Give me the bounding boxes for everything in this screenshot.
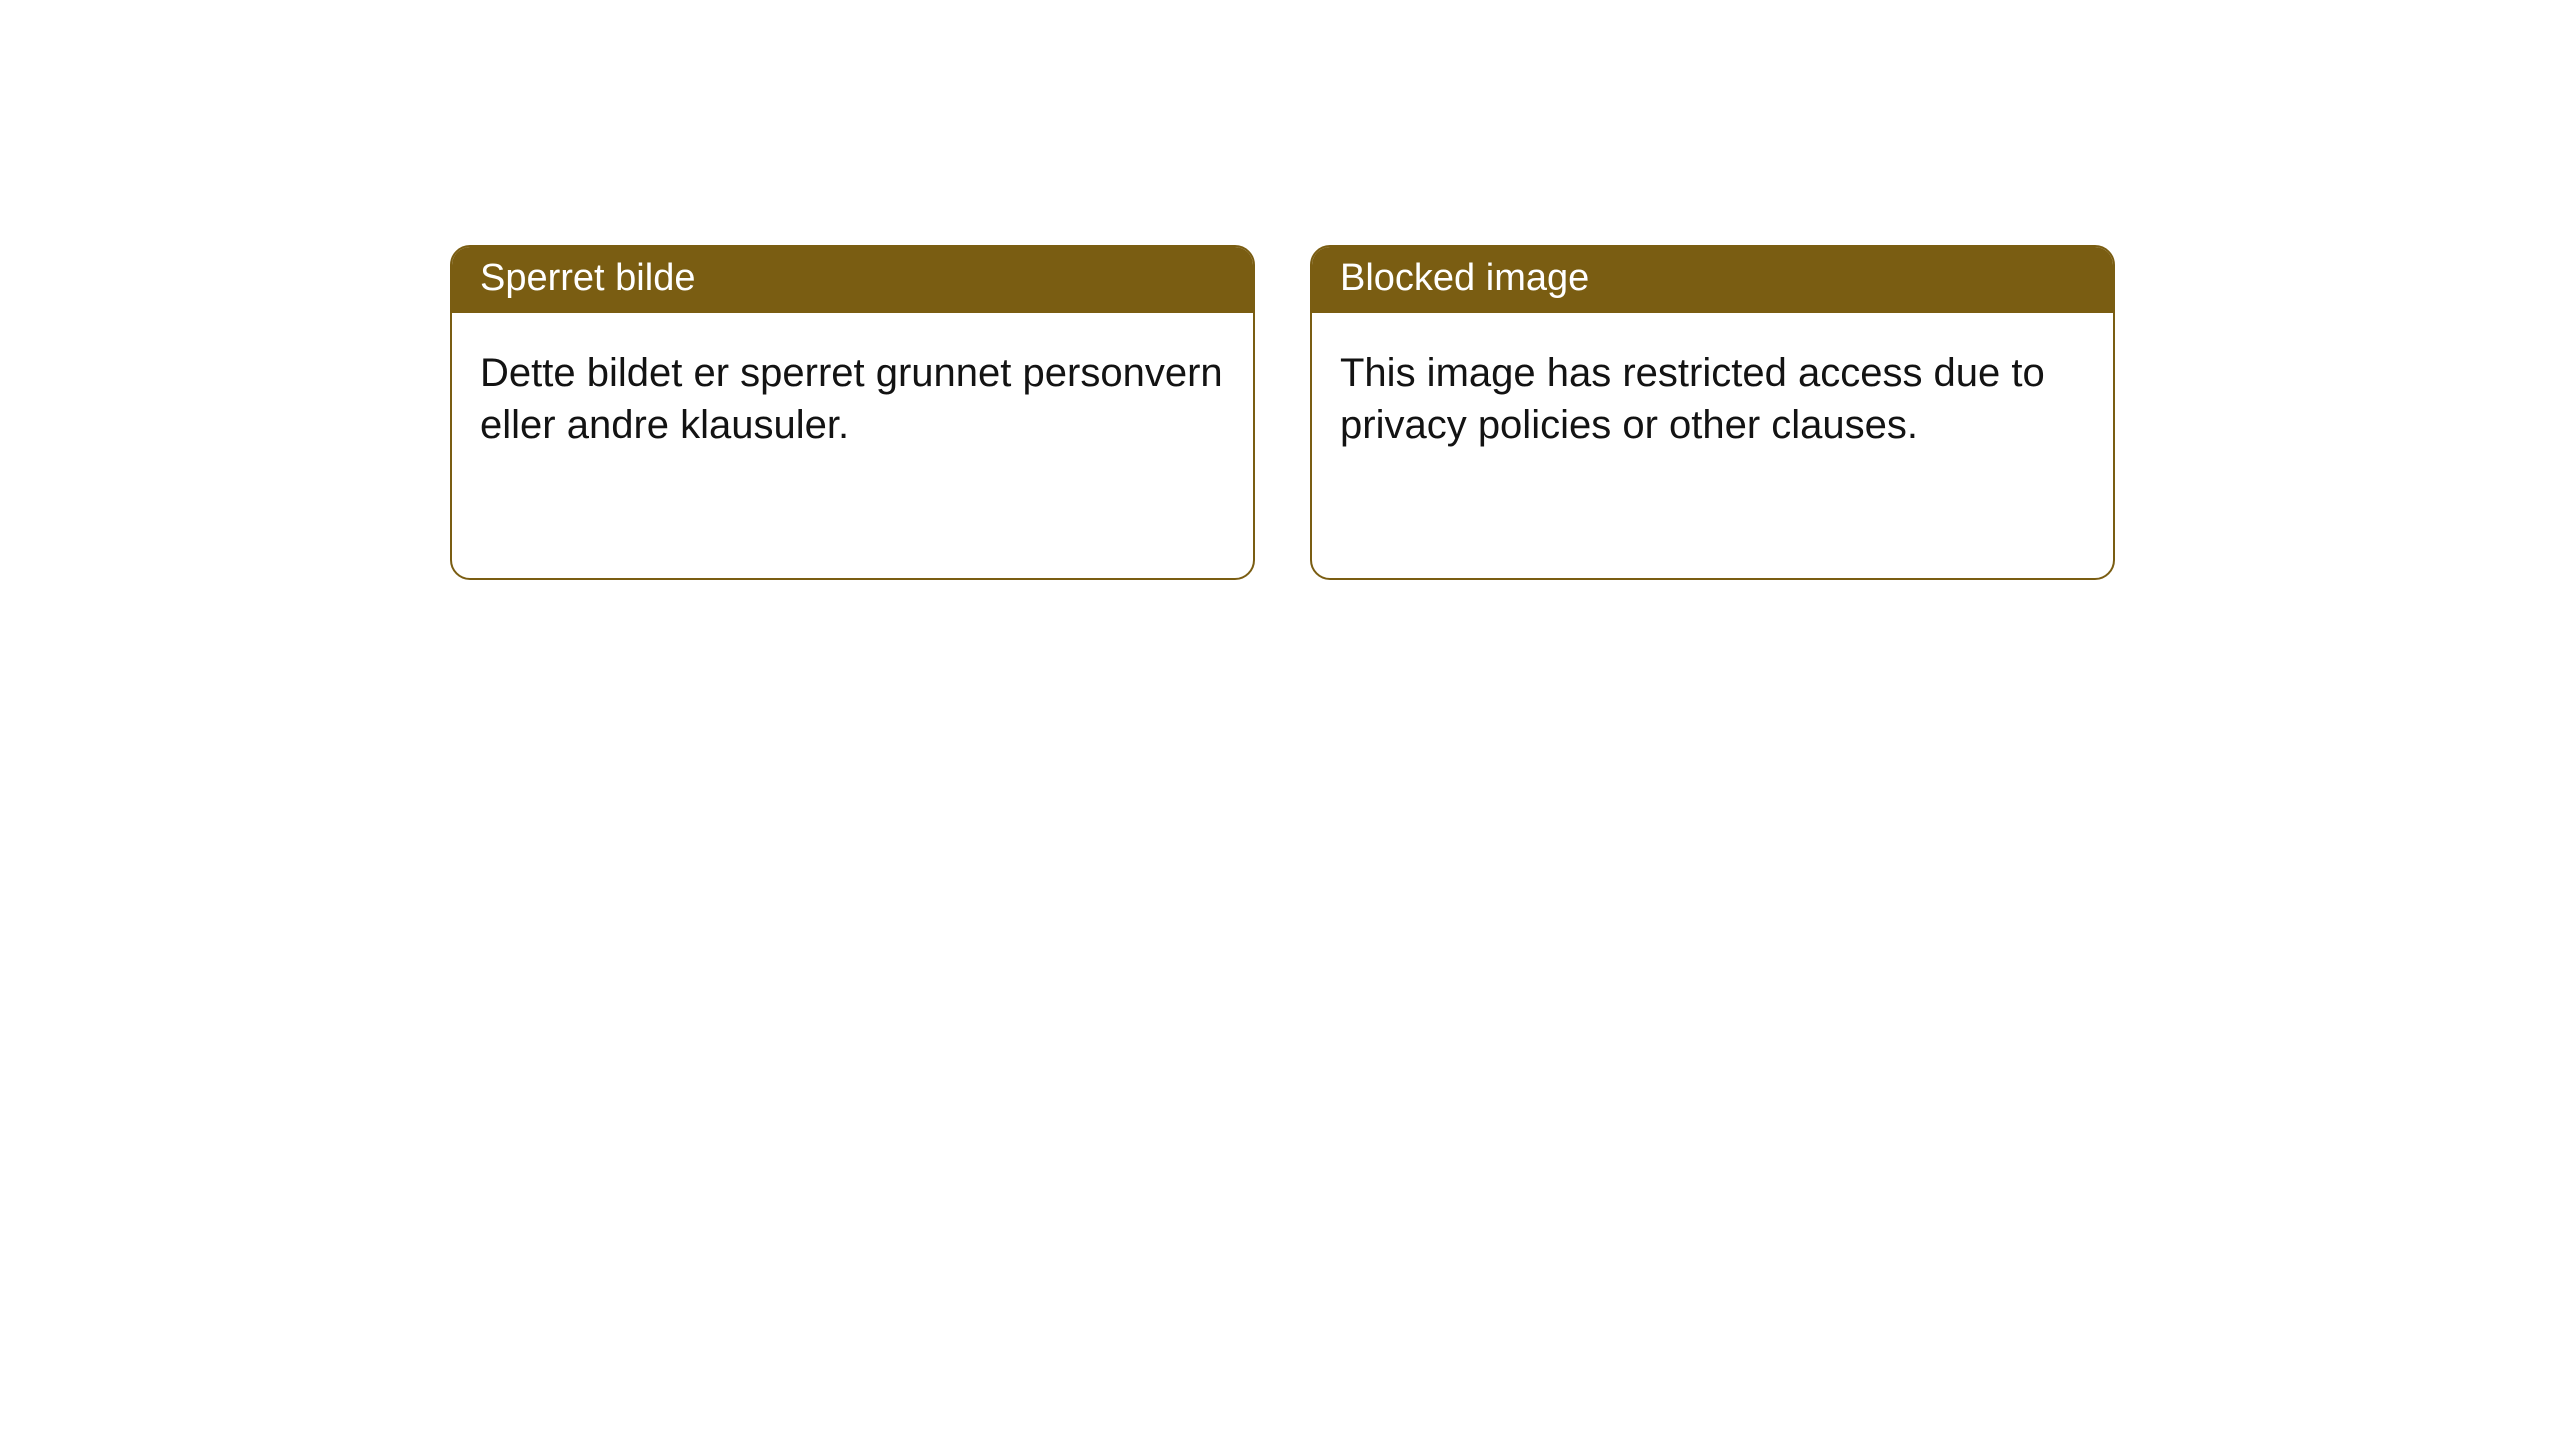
- notice-title: Sperret bilde: [480, 257, 695, 299]
- notice-title: Blocked image: [1340, 257, 1589, 299]
- notice-message: This image has restricted access due to …: [1340, 351, 2045, 447]
- notice-card-english: Blocked image This image has restricted …: [1310, 245, 2115, 580]
- notice-header: Sperret bilde: [452, 247, 1253, 313]
- notice-container: Sperret bilde Dette bildet er sperret gr…: [450, 245, 2115, 580]
- notice-header: Blocked image: [1312, 247, 2113, 313]
- notice-card-norwegian: Sperret bilde Dette bildet er sperret gr…: [450, 245, 1255, 580]
- notice-body: This image has restricted access due to …: [1312, 313, 2113, 485]
- notice-body: Dette bildet er sperret grunnet personve…: [452, 313, 1253, 485]
- notice-message: Dette bildet er sperret grunnet personve…: [480, 351, 1223, 447]
